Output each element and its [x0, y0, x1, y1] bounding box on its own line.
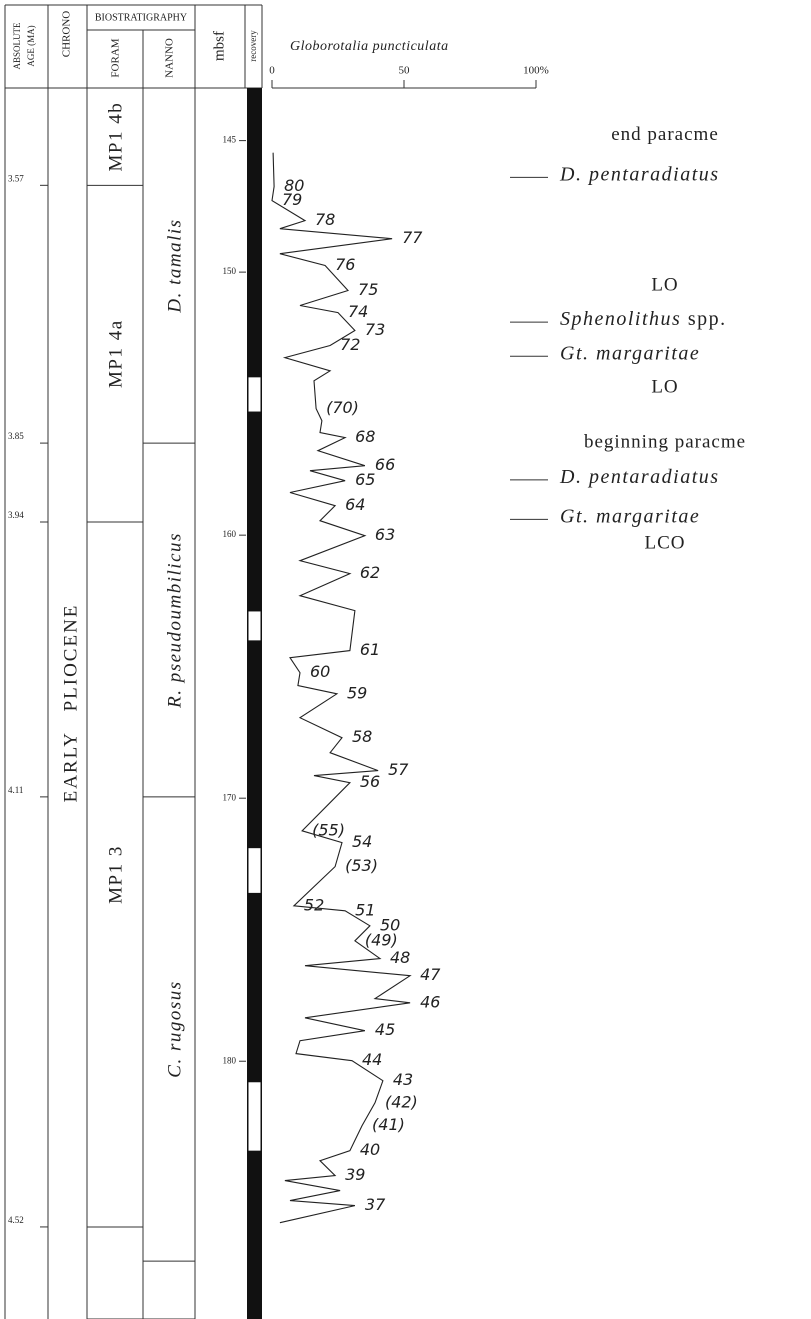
sample-label: 59 [347, 683, 367, 702]
sample-label: 46 [420, 992, 440, 1011]
zone-label: R. pseudoumbilicus [164, 532, 185, 709]
sample-label: (41) [372, 1115, 405, 1134]
sample-label: 76 [335, 255, 355, 274]
recovery-gap [248, 848, 261, 893]
sample-label: 52 [304, 895, 324, 914]
sample-label: 64 [345, 495, 365, 514]
sample-label: 61 [360, 640, 380, 659]
event-taxon: D. pentaradiatus [559, 466, 720, 488]
x-tick-label: 100% [523, 65, 549, 77]
header-chrono: CHRONO [61, 11, 73, 58]
sample-label: 50 [380, 915, 400, 934]
sample-label: 48 [390, 948, 410, 967]
event-type: LO [651, 274, 678, 295]
event-taxon: Gt. margaritae [560, 342, 700, 364]
sample-label: 47 [420, 965, 441, 984]
recovery-gap [248, 611, 261, 641]
chrono-label: EARLY PLIOCENE [60, 604, 81, 803]
sample-label: 79 [282, 190, 302, 209]
taxon-name: D. pentaradiatus [559, 163, 720, 185]
sample-label: (42) [385, 1092, 418, 1111]
depth-tick-label: 160 [223, 529, 237, 539]
sample-label: 39 [345, 1165, 365, 1184]
sample-label: (53) [345, 856, 378, 875]
sample-label: 65 [355, 470, 375, 489]
x-tick-label: 0 [269, 65, 275, 77]
header-age: AGE (MA) [26, 25, 36, 66]
sample-label: 68 [355, 427, 375, 446]
event-taxon: D. pentaradiatus [559, 163, 720, 185]
column-frame [4, 4, 263, 1319]
zone-label: D. tamalis [164, 218, 185, 313]
event-type: beginning paracme [584, 431, 746, 452]
sample-label: 72 [340, 335, 360, 354]
sample-label: 56 [360, 772, 380, 791]
header-depth: mbsf [211, 31, 227, 61]
sample-label: 54 [352, 832, 372, 851]
sample-label: 37 [365, 1195, 386, 1214]
sample-label: 45 [375, 1020, 395, 1039]
recovery-gap [248, 1082, 261, 1151]
taxon-name: Sphenolithus [560, 308, 681, 330]
sample-label: 44 [362, 1050, 382, 1069]
taxon-name: Gt. margaritae [560, 342, 700, 364]
sample-label: 63 [375, 525, 395, 544]
sample-label: 51 [355, 900, 375, 919]
chart-title: Globorotalia puncticulata [290, 39, 449, 54]
recovery-gap [248, 377, 261, 412]
header-age: ABSOLUTE [12, 22, 22, 70]
sample-label: 73 [365, 320, 385, 339]
depth-tick-label: 150 [223, 266, 237, 276]
sample-label: 66 [375, 455, 395, 474]
header-nanno: NANNO [164, 38, 176, 78]
header-foram: FORAM [110, 38, 122, 77]
age-label: 3.94 [8, 510, 24, 520]
sample-label: 60 [310, 662, 330, 681]
sample-label: 62 [360, 563, 380, 582]
sample-label: 57 [388, 760, 409, 779]
sample-label: 74 [348, 302, 368, 321]
taxon-qualifier: spp. [688, 308, 727, 330]
sample-label: (70) [326, 398, 359, 417]
zone-label: MP1 4a [105, 319, 126, 388]
taxon-name: Gt. margaritae [560, 505, 700, 527]
sample-label: 40 [360, 1140, 380, 1159]
header-recovery: recovery [248, 30, 258, 62]
event-type: LO [651, 377, 678, 398]
age-label: 4.52 [8, 1215, 24, 1225]
sample-label: 58 [352, 727, 372, 746]
age-label: 4.11 [8, 785, 23, 795]
age-label: 3.85 [8, 431, 24, 441]
sample-label: (55) [312, 820, 345, 839]
sample-label: 80 [284, 176, 304, 195]
sample-label: (49) [365, 930, 398, 949]
abundance-line [271, 152, 412, 1224]
event-taxon: Gt. margaritae [560, 505, 700, 527]
sample-label: 77 [402, 228, 423, 247]
zone-label: C. rugosus [164, 980, 185, 1077]
x-tick-label: 50 [399, 65, 411, 77]
sample-label: 43 [393, 1070, 413, 1089]
event-taxon: Sphenolithus spp. [560, 308, 727, 330]
taxon-name: D. pentaradiatus [559, 466, 720, 488]
age-label: 3.57 [8, 173, 24, 183]
zone-label: MP1 4b [105, 102, 126, 172]
depth-tick-label: 145 [223, 135, 237, 145]
event-type: end paracme [611, 124, 719, 145]
sample-label: 78 [315, 210, 335, 229]
zone-label: MP1 3 [105, 845, 126, 904]
depth-tick-label: 180 [223, 1055, 237, 1065]
depth-tick-label: 170 [223, 792, 237, 802]
header-biostratigraphy: BIOSTRATIGRAPHY [95, 12, 187, 23]
event-type: LCO [645, 533, 686, 554]
sample-label: 75 [358, 280, 378, 299]
